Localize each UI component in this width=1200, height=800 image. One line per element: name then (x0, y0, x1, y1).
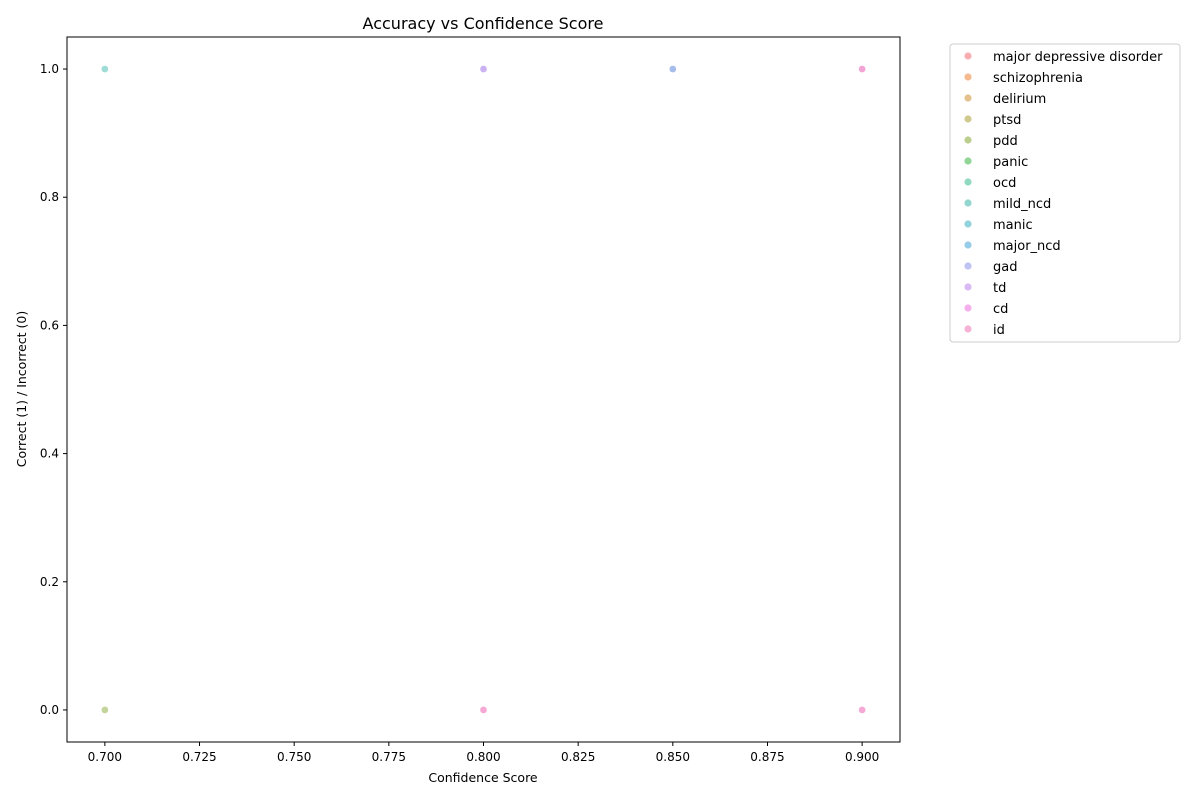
y-tick-label: 0.4 (40, 447, 59, 461)
x-tick-label: 0.900 (845, 750, 879, 764)
x-axis-ticks: 0.700 0.725 0.750 0.775 0.800 0.825 0.850 0.875… (88, 742, 879, 764)
y-tick-label: 1.0 (40, 62, 59, 76)
data-point (858, 706, 866, 714)
legend-marker (964, 220, 972, 228)
data-points (101, 65, 866, 714)
legend-frame (949, 43, 1181, 343)
x-tick-label: 0.775 (372, 750, 406, 764)
plot-area (66, 36, 901, 743)
legend-marker (964, 241, 972, 249)
legend-entry: mild_ncd (993, 197, 1051, 212)
legend-marker (964, 73, 972, 81)
legend-entry: ocd (993, 176, 1016, 191)
y-tick-label: 0.6 (40, 318, 59, 332)
data-point (101, 706, 109, 714)
legend-entry: ptsd (993, 113, 1021, 128)
y-tick-label: 0.8 (40, 190, 59, 204)
x-tick-label: 0.825 (561, 750, 595, 764)
legend-marker (964, 136, 972, 144)
legend-marker (964, 178, 972, 186)
legend-entry: manic (993, 218, 1033, 233)
legend-marker (964, 325, 972, 333)
x-tick-label: 0.725 (182, 750, 216, 764)
y-tick-label: 0.0 (40, 703, 59, 717)
legend-items: major depressive disorder schizophrenia de… (964, 50, 1163, 338)
legend-entry: major depressive disorder (993, 50, 1163, 65)
y-axis-label: Correct (1) / Incorrect (0) (14, 311, 29, 468)
legend-entry: td (993, 281, 1006, 296)
legend-marker (964, 199, 972, 207)
x-axis-label: Confidence Score (428, 770, 538, 785)
legend-entry: pdd (993, 134, 1018, 149)
legend-marker (964, 94, 972, 102)
legend-marker (964, 262, 972, 270)
legend-entry: panic (993, 155, 1028, 170)
x-tick-label: 0.875 (750, 750, 784, 764)
x-tick-label: 0.850 (656, 750, 690, 764)
legend-marker (964, 52, 972, 60)
legend-marker (964, 304, 972, 312)
legend-marker (964, 283, 972, 291)
axes-frame (66, 36, 901, 743)
legend-marker (964, 157, 972, 165)
data-point (668, 65, 677, 73)
data-point (858, 65, 866, 73)
legend-entry: major_ncd (993, 239, 1061, 254)
legend-entry: id (993, 323, 1005, 338)
legend-entry: schizophrenia (993, 71, 1083, 86)
legend-entry: cd (993, 302, 1008, 317)
y-axis-ticks: 0.0 0.2 0.4 0.6 0.8 1.0 (40, 62, 67, 717)
chart-title: Accuracy vs Confidence Score (363, 14, 604, 33)
legend-entry: delirium (993, 92, 1046, 107)
data-point (479, 65, 488, 73)
data-point (479, 706, 488, 714)
legend: major depressive disorder schizophrenia de… (949, 43, 1181, 343)
y-tick-label: 0.2 (40, 575, 59, 589)
legend-marker (964, 115, 972, 123)
x-tick-label: 0.750 (277, 750, 311, 764)
legend-entry: gad (993, 260, 1017, 275)
data-point (101, 65, 109, 73)
x-tick-label: 0.700 (88, 750, 122, 764)
x-tick-label: 0.800 (466, 750, 500, 764)
